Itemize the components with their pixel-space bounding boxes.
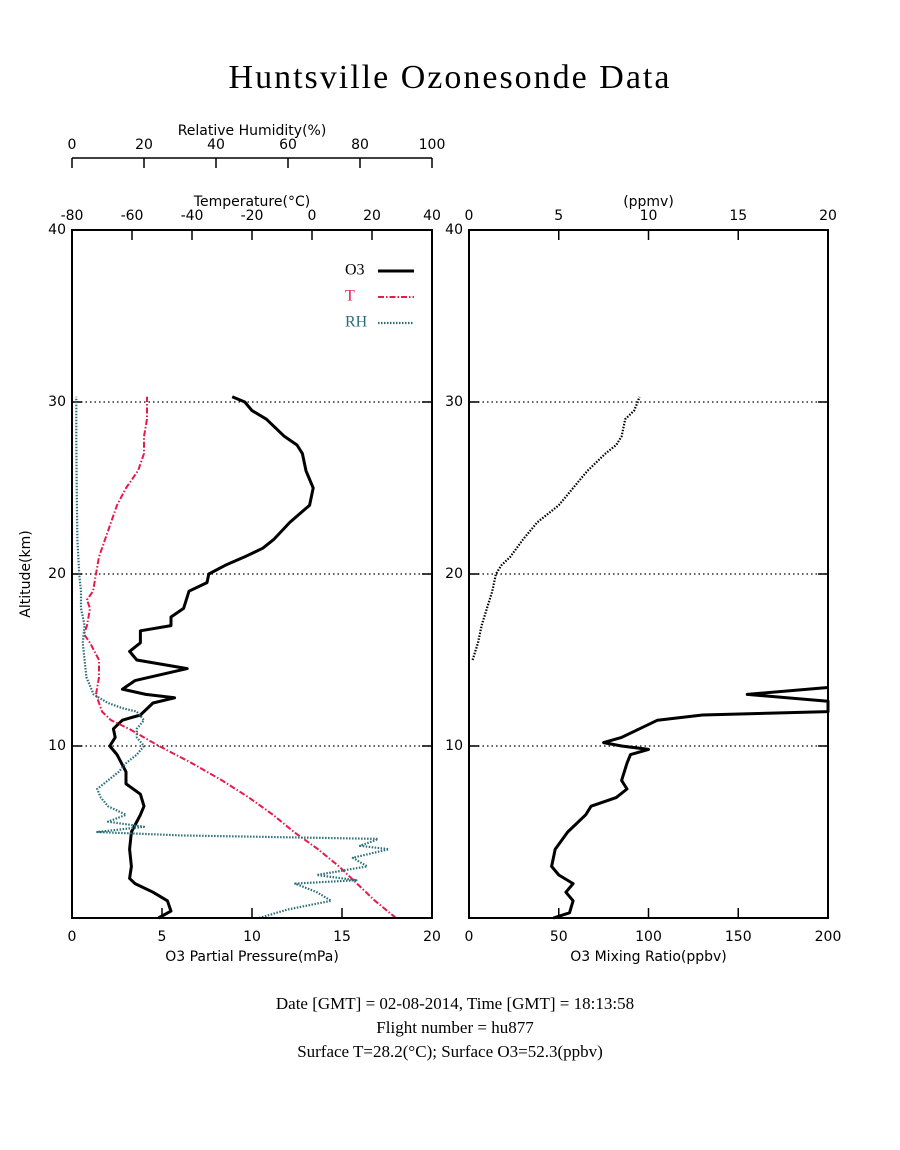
- x3-axis-label: Relative Humidity(%): [178, 123, 327, 139]
- legend-label: O3: [345, 262, 365, 279]
- x-tick-label: 150: [725, 929, 752, 945]
- y-tick-label: 40: [445, 222, 463, 238]
- x2-axis-label: Temperature(°C): [193, 194, 310, 210]
- x2-tick-label: 5: [554, 208, 563, 224]
- x-tick-label: 20: [423, 929, 441, 945]
- plot-frame: [71, 229, 433, 919]
- page-title: Huntsville Ozonesonde Data: [229, 59, 672, 96]
- y-tick-label: 30: [48, 394, 66, 410]
- x-tick-label: 10: [243, 929, 261, 945]
- x2-tick-label: -60: [121, 208, 144, 224]
- x-tick-label: 0: [465, 929, 474, 945]
- x-tick-label: 200: [815, 929, 842, 945]
- x-axis-label: O3 Mixing Ratio(ppbv): [570, 949, 727, 965]
- y-tick-label: 20: [48, 566, 66, 582]
- profile-line: [550, 686, 830, 920]
- x2-tick-label: 20: [363, 208, 381, 224]
- x-tick-label: 0: [68, 929, 77, 945]
- x2-tick-label: 20: [819, 208, 837, 224]
- x3-tick-label: 100: [419, 137, 446, 153]
- x-axis-label: O3 Partial Pressure(mPa): [165, 949, 339, 965]
- x3-tick-label: 0: [68, 137, 77, 153]
- profile-line: [83, 396, 397, 919]
- plot-frame: [468, 229, 829, 919]
- y-tick-label: 30: [445, 394, 463, 410]
- x3-tick-label: 40: [207, 137, 225, 153]
- x2-tick-label: 15: [729, 208, 747, 224]
- x2-tick-label: 0: [465, 208, 474, 224]
- x2-tick-label: 40: [423, 208, 441, 224]
- y-tick-label: 40: [48, 222, 66, 238]
- x-tick-label: 100: [635, 929, 662, 945]
- x-tick-label: 50: [550, 929, 568, 945]
- profile-line: [471, 396, 641, 661]
- y-axis-label: Altitude(km): [18, 530, 34, 617]
- x3-tick-label: 80: [351, 137, 369, 153]
- footer-line: Surface T=28.2(°C); Surface O3=52.3(ppbv…: [297, 1042, 603, 1061]
- profile-line: [75, 396, 390, 920]
- footer-line: Flight number = hu877: [376, 1018, 534, 1037]
- x2-tick-label: -40: [181, 208, 204, 224]
- x2-axis-label: (ppmv): [623, 194, 674, 210]
- x2-tick-label: -20: [241, 208, 264, 224]
- x3-tick-label: 20: [135, 137, 153, 153]
- legend-label: T: [345, 288, 355, 305]
- x2-tick-label: 10: [640, 208, 658, 224]
- x3-tick-label: 60: [279, 137, 297, 153]
- footer-line: Date [GMT] = 02-08-2014, Time [GMT] = 18…: [276, 994, 634, 1013]
- x-tick-label: 15: [333, 929, 351, 945]
- legend-label: RH: [345, 314, 368, 331]
- y-tick-label: 20: [445, 566, 463, 582]
- x2-tick-label: 0: [308, 208, 317, 224]
- y-tick-label: 10: [445, 738, 463, 754]
- y-tick-label: 10: [48, 738, 66, 754]
- x2-tick-label: -80: [61, 208, 84, 224]
- x-tick-label: 5: [158, 929, 167, 945]
